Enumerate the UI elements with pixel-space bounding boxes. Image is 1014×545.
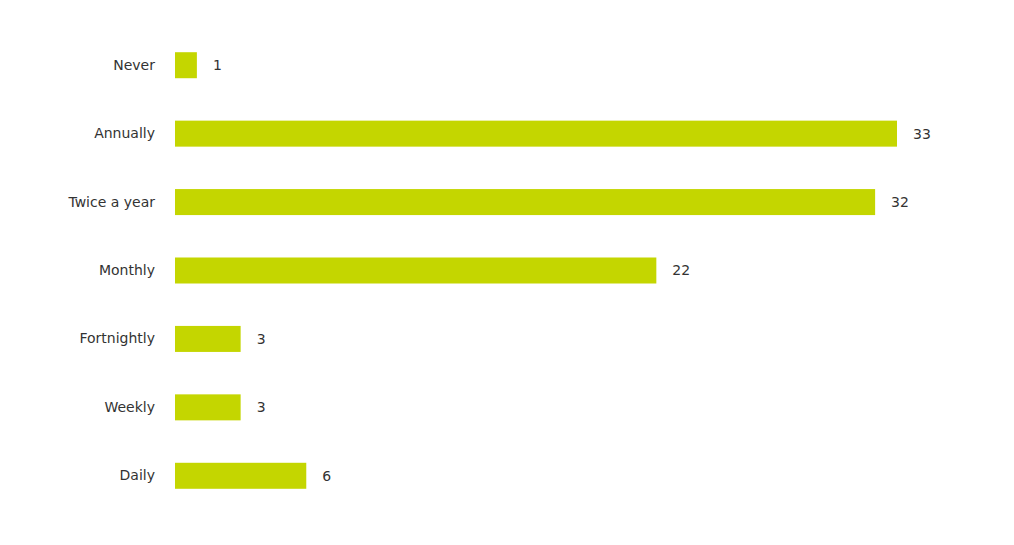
tick-label: Daily: [120, 467, 155, 483]
bar: [175, 121, 897, 147]
bar: [175, 463, 306, 489]
data-label: 1: [213, 57, 222, 73]
bar: [175, 52, 197, 78]
chart: Never Annually Twice a year Monthly Fortnigh…: [0, 0, 1014, 545]
bars: [175, 52, 897, 489]
tick: Twice a year: [67, 194, 155, 210]
tick: Never: [113, 57, 155, 73]
category-axis: Never Annually Twice a year Monthly Fortnigh…: [67, 57, 155, 484]
tick: Annually: [94, 125, 155, 141]
tick: Fortnightly: [79, 330, 155, 346]
data-label: 6: [322, 468, 331, 484]
data-labels: 1333222336: [213, 57, 931, 484]
tick-label: Twice a year: [67, 194, 155, 210]
tick: Monthly: [99, 262, 155, 278]
bar: [175, 189, 875, 215]
tick: Weekly: [104, 399, 155, 415]
tick-label: Never: [113, 57, 155, 73]
data-label: 33: [913, 126, 931, 142]
tick-label: Fortnightly: [79, 330, 155, 346]
data-label: 3: [257, 399, 266, 415]
data-label: 32: [891, 194, 909, 210]
bar: [175, 257, 656, 283]
tick-label: Weekly: [104, 399, 155, 415]
bar: [175, 394, 241, 420]
tick-label: Monthly: [99, 262, 155, 278]
data-label: 22: [672, 262, 690, 278]
data-label: 3: [257, 331, 266, 347]
tick-label: Annually: [94, 125, 155, 141]
tick: Daily: [120, 467, 155, 483]
bar: [175, 326, 241, 352]
